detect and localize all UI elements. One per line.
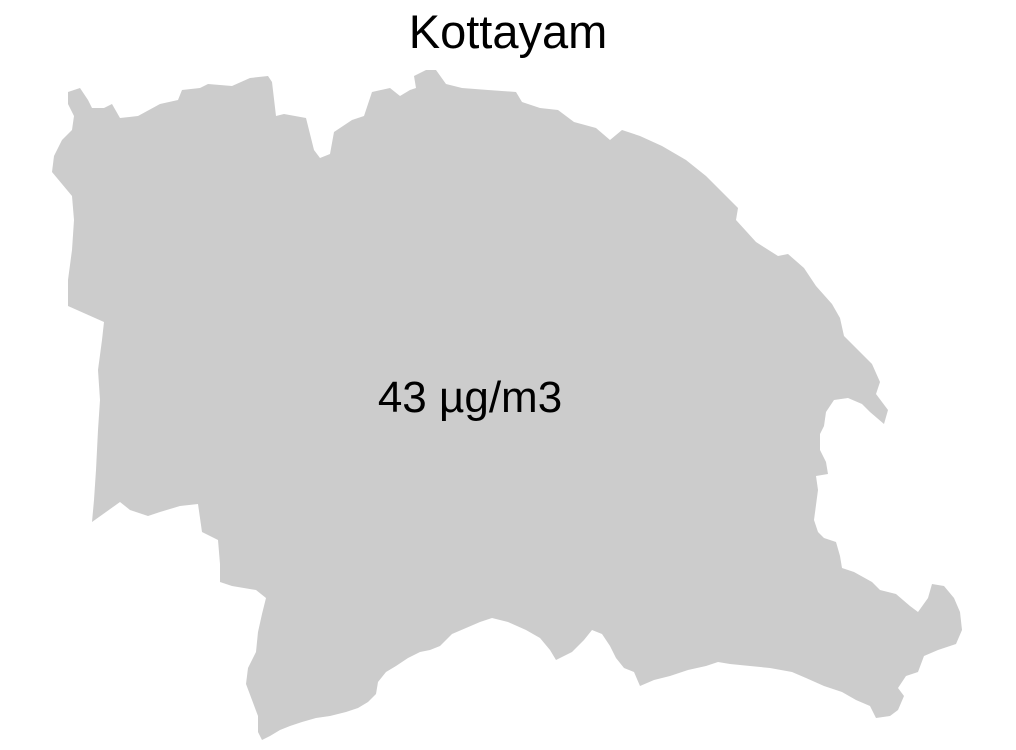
map-title: Kottayam: [408, 5, 608, 58]
region-value-label: 43 µg/m3: [378, 373, 562, 422]
district-region-kottayam: [52, 70, 962, 740]
